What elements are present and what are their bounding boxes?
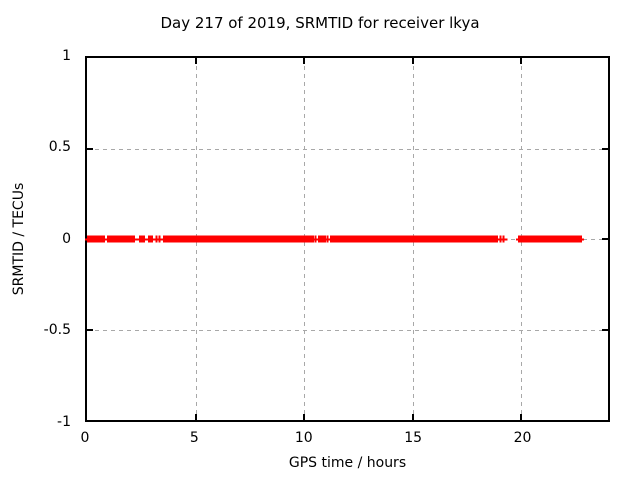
data-point-plus-marker: [324, 235, 332, 243]
segment-endcap: [315, 238, 328, 240]
segment-endcap: [137, 238, 148, 240]
data-point-plus-marker: [500, 235, 508, 243]
segment-endcap: [161, 238, 316, 240]
data-segment: [137, 235, 148, 243]
x-tick-label: 5: [189, 430, 199, 446]
x-tick-label: 20: [513, 430, 532, 446]
y-tick-label: -1: [57, 413, 71, 430]
x-axis-tick: [411, 414, 414, 420]
x-axis-label: GPS time / hours: [288, 455, 407, 471]
segment-endcap: [327, 238, 501, 240]
data-point-plus-marker: [155, 235, 163, 243]
x-axis-top-tick: [303, 58, 306, 64]
segment-endcap: [105, 238, 138, 240]
y-axis-right-tick: [602, 238, 608, 240]
y-tick-label: -0.5: [43, 322, 71, 338]
segment-endcap: [515, 238, 584, 240]
y-tick-label: 1: [62, 47, 71, 64]
horizontal-gridline: [87, 329, 608, 331]
x-tick-label: 10: [294, 430, 313, 446]
data-segment: [327, 235, 501, 243]
plus-vertical-bar: [326, 235, 329, 243]
plus-vertical-bar: [502, 235, 505, 243]
x-tick-label: 0: [80, 430, 90, 446]
horizontal-gridline: [87, 148, 608, 150]
y-axis-right-tick: [602, 147, 608, 150]
data-segment: [105, 235, 138, 243]
data-point-plus-marker: [312, 235, 320, 243]
y-axis-right-tick: [602, 328, 608, 331]
plus-vertical-bar: [158, 235, 161, 243]
x-axis-top-tick: [520, 58, 523, 64]
y-axis-tick: [87, 328, 93, 331]
y-axis-tick: [87, 147, 93, 150]
y-tick-label: 0: [62, 230, 71, 247]
plot-area: [85, 56, 610, 422]
x-tick-label: 15: [404, 430, 423, 446]
chart-title: Day 217 of 2019, SRMTID for receiver lky…: [160, 14, 480, 32]
segment-endcap: [85, 238, 108, 240]
x-axis-tick: [194, 414, 197, 420]
data-segment: [161, 235, 316, 243]
data-segment: [85, 235, 108, 243]
data-segment: [515, 235, 584, 243]
y-tick-label: 0.5: [48, 139, 71, 155]
plus-vertical-bar: [314, 235, 317, 243]
x-axis-tick: [303, 414, 306, 420]
data-segment: [315, 235, 328, 243]
data-segment: [145, 235, 155, 243]
x-axis-tick: [520, 414, 523, 420]
x-axis-top-tick: [411, 58, 414, 64]
x-axis-top-tick: [194, 58, 197, 64]
segment-endcap: [145, 238, 155, 240]
